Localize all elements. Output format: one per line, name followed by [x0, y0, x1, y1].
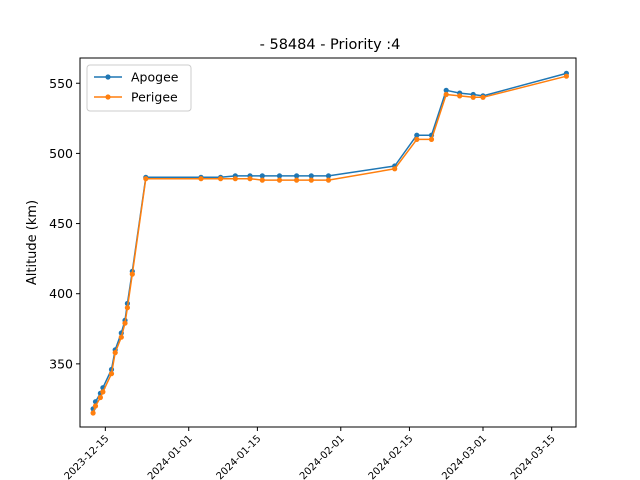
perigee-point	[428, 136, 435, 142]
perigee-point	[247, 176, 253, 182]
perigee-point	[143, 176, 149, 182]
y-tick-label: 450	[49, 216, 73, 231]
x-tick-label: 2024-03-15	[509, 433, 558, 480]
perigee-point	[112, 350, 118, 356]
perigee-point	[129, 271, 135, 277]
perigee-point	[443, 91, 449, 98]
x-axis: 2023-12-15 2024-01-01 2024-01-15 2024-02-01…	[63, 427, 558, 480]
apogee-point	[443, 87, 449, 93]
perigee-point	[198, 176, 204, 182]
perigee-point	[457, 93, 463, 99]
perigee-point	[308, 177, 314, 183]
perigee-point	[108, 371, 115, 377]
perigee-point	[325, 177, 332, 183]
perigee-point	[124, 305, 130, 311]
apogee-point	[308, 173, 314, 179]
y-tick-label: 400	[49, 286, 73, 301]
plot-area	[90, 70, 570, 416]
x-tick-label: 2024-02-15	[367, 433, 416, 480]
apogee-series-line	[92, 72, 567, 410]
perigee-series-line	[92, 75, 567, 414]
apogee-point	[276, 173, 283, 179]
y-tick-label: 550	[49, 76, 73, 91]
perigee-point	[259, 177, 265, 183]
perigee-point	[480, 94, 486, 100]
x-tick-label: 2024-03-01	[440, 433, 489, 480]
perigee-point	[294, 177, 300, 183]
apogee-point	[294, 173, 300, 179]
perigee-point	[100, 389, 106, 395]
x-tick-label: 2024-01-15	[215, 433, 264, 480]
perigee-legend-marker	[105, 94, 111, 100]
apogee-point	[259, 173, 265, 179]
plot-frame	[79, 57, 577, 428]
y-tick-label: 500	[49, 146, 73, 161]
apogee-legend-marker	[105, 74, 111, 80]
x-tick-label: 2024-02-01	[298, 433, 347, 480]
x-tick-label: 2024-01-01	[146, 433, 195, 480]
apogee-point	[325, 173, 332, 179]
perigee-point	[118, 334, 124, 340]
perigee-legend-label: Perigee	[131, 90, 178, 105]
chart-title: - 58484 - Priority :4	[260, 37, 401, 53]
perigee-point	[414, 136, 420, 142]
perigee-point	[218, 176, 224, 182]
apogee-point	[414, 132, 420, 138]
perigee-point	[232, 176, 238, 182]
perigee-point	[90, 410, 96, 416]
series-layer	[90, 70, 570, 416]
y-tick-label: 350	[49, 356, 73, 371]
perigee-point	[563, 73, 570, 79]
perigee-point	[392, 166, 398, 172]
y-axis: 350 400 450 500 550	[49, 76, 80, 371]
x-tick-label: 2023-12-15	[63, 433, 112, 480]
apogee-legend-label: Apogee	[131, 70, 179, 85]
perigee-point	[122, 320, 128, 326]
perigee-point	[276, 177, 283, 183]
perigee-point	[470, 94, 476, 100]
y-axis-label: Altitude (km)	[25, 200, 40, 285]
legend: Apogee Perigee	[86, 64, 192, 112]
perigee-point	[97, 394, 103, 401]
perigee-point	[92, 403, 99, 409]
